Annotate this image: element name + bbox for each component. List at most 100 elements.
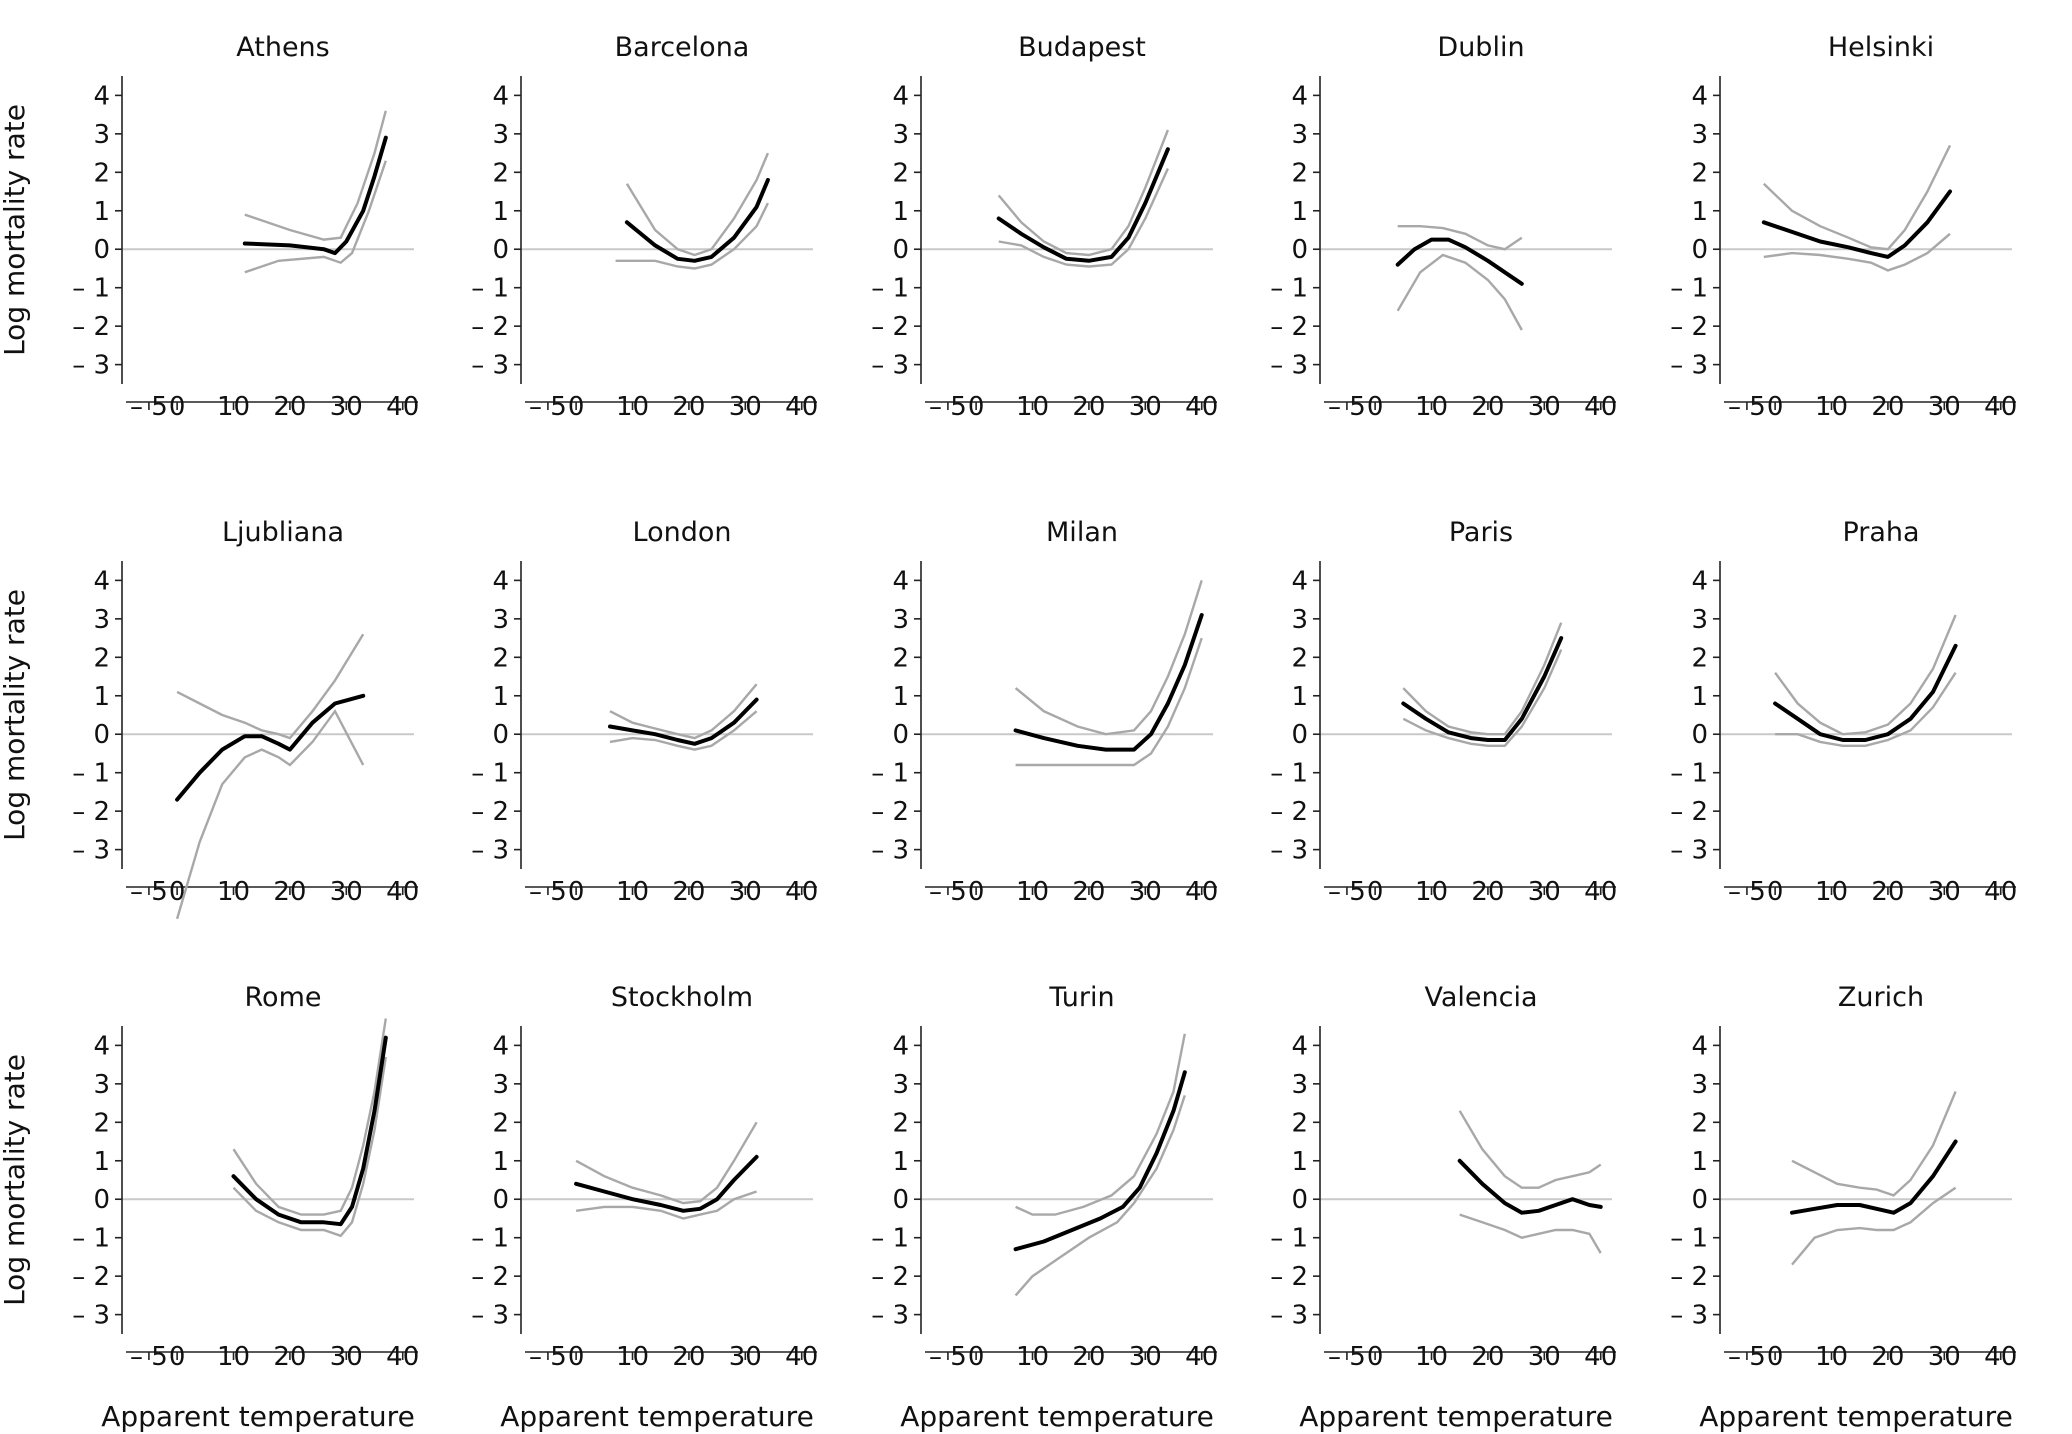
x-tick-label: 0 [1767, 1342, 1784, 1372]
x-tick-label: 10 [1815, 877, 1848, 907]
y-tick-label: 3 [93, 605, 110, 635]
x-tick-label: – 5 [929, 392, 967, 422]
y-tick-label: – 3 [871, 1301, 909, 1331]
x-axis-title: Apparent temperature [1699, 1400, 2013, 1433]
y-tick-label: 4 [892, 81, 909, 111]
x-tick-label: – 5 [1328, 1342, 1366, 1372]
estimate-line [624, 178, 770, 263]
x-tick-label: 30 [330, 392, 363, 422]
x-tick-label: 20 [1471, 392, 1504, 422]
x-tick-label: – 5 [529, 1342, 567, 1372]
y-tick-label: 4 [1691, 81, 1708, 111]
y-tick-label: – 1 [1270, 759, 1308, 789]
y-tick-label: – 3 [1670, 836, 1708, 866]
x-tick-label: 0 [968, 1342, 985, 1372]
y-tick-label: – 3 [1670, 1301, 1708, 1331]
y-tick-label: – 1 [471, 1224, 509, 1254]
x-tick-label: 20 [1471, 877, 1504, 907]
panel-title: Helsinki [1828, 32, 1934, 63]
upper-ci-line [1015, 1033, 1186, 1216]
x-tick-label: 10 [616, 877, 649, 907]
upper-ci-line [625, 152, 770, 257]
x-tick-label: 0 [568, 877, 585, 907]
y-tick-label: 2 [1691, 158, 1708, 188]
x-tick-label: 20 [672, 1342, 705, 1372]
y-tick-label: 2 [492, 643, 509, 673]
y-tick-label: 2 [1291, 643, 1308, 673]
x-tick-label: 40 [1185, 392, 1218, 422]
y-tick-label: – 3 [72, 351, 110, 381]
x-tick-label: – 5 [130, 877, 168, 907]
y-tick-label: 0 [492, 1185, 509, 1215]
lower-ci-line [1791, 1186, 1957, 1266]
y-axis-title: Log mortality rate [0, 589, 31, 841]
y-tick-label: 1 [492, 197, 509, 227]
y-tick-label: 4 [1691, 566, 1708, 596]
y-tick-label: 4 [492, 566, 509, 596]
x-tick-label: – 5 [529, 392, 567, 422]
x-tick-label: 30 [1528, 1342, 1561, 1372]
x-tick-label: 20 [273, 1342, 306, 1372]
y-tick-label: 3 [1291, 605, 1308, 635]
y-tick-label: – 2 [1270, 797, 1308, 827]
x-tick-label: 20 [1871, 392, 1904, 422]
x-tick-label: 20 [1871, 1342, 1904, 1372]
y-tick-label: 2 [492, 158, 509, 188]
panel-title: Ljubliana [222, 517, 344, 548]
x-axis-title: Apparent temperature [101, 1400, 415, 1433]
upper-ci-line [1014, 580, 1203, 736]
panel-title: Barcelona [615, 32, 750, 63]
y-tick-label: 1 [892, 682, 909, 712]
x-tick-label: 0 [1367, 877, 1384, 907]
x-tick-label: 0 [1367, 1342, 1384, 1372]
y-tick-label: 3 [1291, 120, 1308, 150]
y-tick-label: 1 [1291, 197, 1308, 227]
panel-title: Budapest [1018, 32, 1146, 63]
y-tick-label: – 3 [871, 351, 909, 381]
y-tick-label: 2 [892, 158, 909, 188]
lower-ci-line [615, 202, 769, 270]
x-tick-label: 30 [330, 877, 363, 907]
y-tick-label: – 3 [471, 836, 509, 866]
y-tick-label: 3 [1291, 1070, 1308, 1100]
x-tick-label: 10 [616, 1342, 649, 1372]
lower-ci-line [1775, 672, 1957, 747]
x-tick-label: 10 [217, 1342, 250, 1372]
y-tick-label: – 1 [471, 759, 509, 789]
estimate-line [175, 693, 366, 802]
upper-ci-line [232, 1018, 387, 1216]
x-axis-title: Apparent temperature [500, 1400, 814, 1433]
estimate-line [608, 697, 759, 746]
y-tick-label: 1 [93, 682, 110, 712]
y-tick-label: – 3 [1270, 1301, 1308, 1331]
panel-title: Milan [1046, 517, 1118, 548]
x-tick-label: 20 [273, 392, 306, 422]
y-tick-label: 0 [1291, 720, 1308, 750]
y-tick-label: 1 [1691, 197, 1708, 227]
x-tick-label: – 5 [1728, 392, 1766, 422]
lower-ci-line [1459, 1213, 1602, 1254]
panel-title: Paris [1449, 517, 1513, 548]
y-tick-label: 1 [1291, 1147, 1308, 1177]
y-tick-label: 4 [892, 1031, 909, 1061]
x-tick-label: – 5 [1328, 392, 1366, 422]
y-tick-label: 0 [93, 1185, 110, 1215]
x-tick-label: 30 [1928, 877, 1961, 907]
y-tick-label: 3 [1691, 1070, 1708, 1100]
estimate-line [1790, 1139, 1958, 1215]
y-tick-label: – 1 [1270, 1224, 1308, 1254]
y-tick-label: 4 [1291, 566, 1308, 596]
y-tick-label: – 2 [871, 797, 909, 827]
y-tick-label: – 1 [1670, 759, 1708, 789]
y-tick-label: 1 [892, 1147, 909, 1177]
estimate-line [574, 1154, 759, 1213]
x-tick-label: 0 [169, 1342, 186, 1372]
upper-ci-line [176, 633, 365, 740]
upper-ci-line [1774, 614, 1957, 736]
